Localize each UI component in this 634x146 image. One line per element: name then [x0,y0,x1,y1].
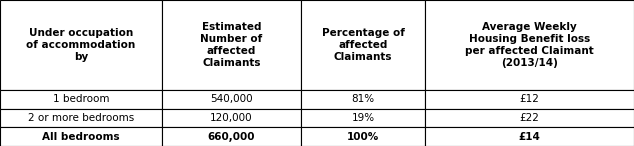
Text: 81%: 81% [351,94,375,104]
Bar [425,0,634,90]
Text: All bedrooms: All bedrooms [42,132,120,142]
Text: 19%: 19% [351,113,375,123]
Text: 120,000: 120,000 [210,113,253,123]
Text: Percentage of
affected
Claimants: Percentage of affected Claimants [321,28,404,62]
Bar [162,127,301,146]
Text: Estimated
Number of
affected
Claimants: Estimated Number of affected Claimants [200,22,262,68]
Bar [162,90,301,108]
Text: 540,000: 540,000 [210,94,253,104]
Text: £22: £22 [519,113,540,123]
Bar [0,108,162,127]
Text: 660,000: 660,000 [208,132,255,142]
Text: 2 or more bedrooms: 2 or more bedrooms [28,113,134,123]
Bar [301,127,425,146]
Text: Average Weekly
Housing Benefit loss
per affected Claimant
(2013/14): Average Weekly Housing Benefit loss per … [465,22,594,68]
Text: £12: £12 [519,94,540,104]
Text: Under occupation
of accommodation
by: Under occupation of accommodation by [26,28,136,62]
Text: 100%: 100% [347,132,379,142]
Bar [425,127,634,146]
Bar [301,108,425,127]
Text: 1 bedroom: 1 bedroom [53,94,109,104]
Bar [162,0,301,90]
Bar [301,0,425,90]
Bar [425,108,634,127]
Bar [0,0,162,90]
Bar [425,90,634,108]
Bar [0,127,162,146]
Bar [301,90,425,108]
Bar [0,90,162,108]
Text: £14: £14 [519,132,540,142]
Bar [162,108,301,127]
